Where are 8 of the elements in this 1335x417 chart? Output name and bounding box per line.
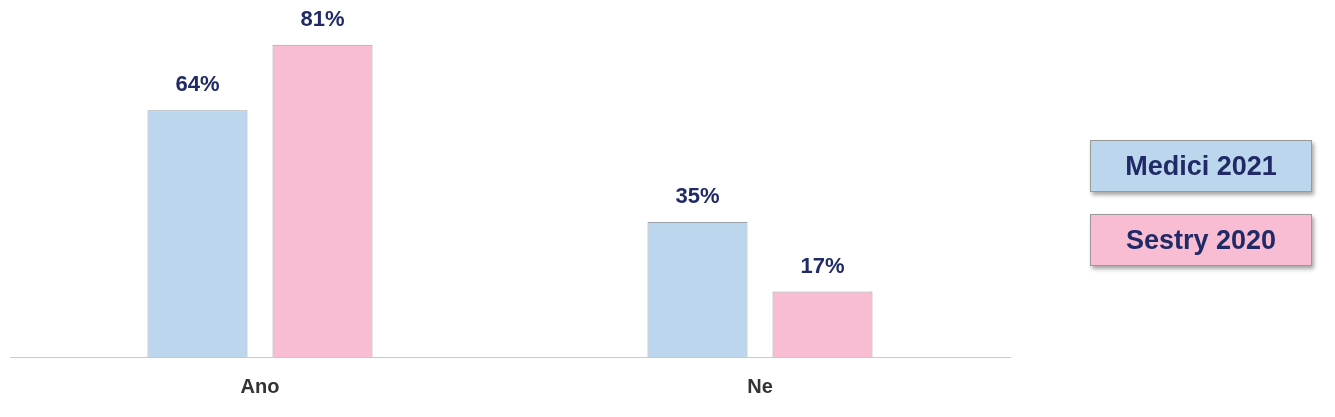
data-label: 35%	[675, 183, 720, 209]
data-label: 17%	[800, 252, 845, 278]
text: Sestry 2020	[1090, 214, 1312, 266]
text: Medici 2021	[1090, 140, 1312, 192]
x-tick-label: Ne	[747, 374, 773, 397]
x-tick-label: Ano	[240, 374, 280, 397]
data-label: 64%	[175, 71, 220, 97]
data-label: 81%	[300, 5, 345, 31]
